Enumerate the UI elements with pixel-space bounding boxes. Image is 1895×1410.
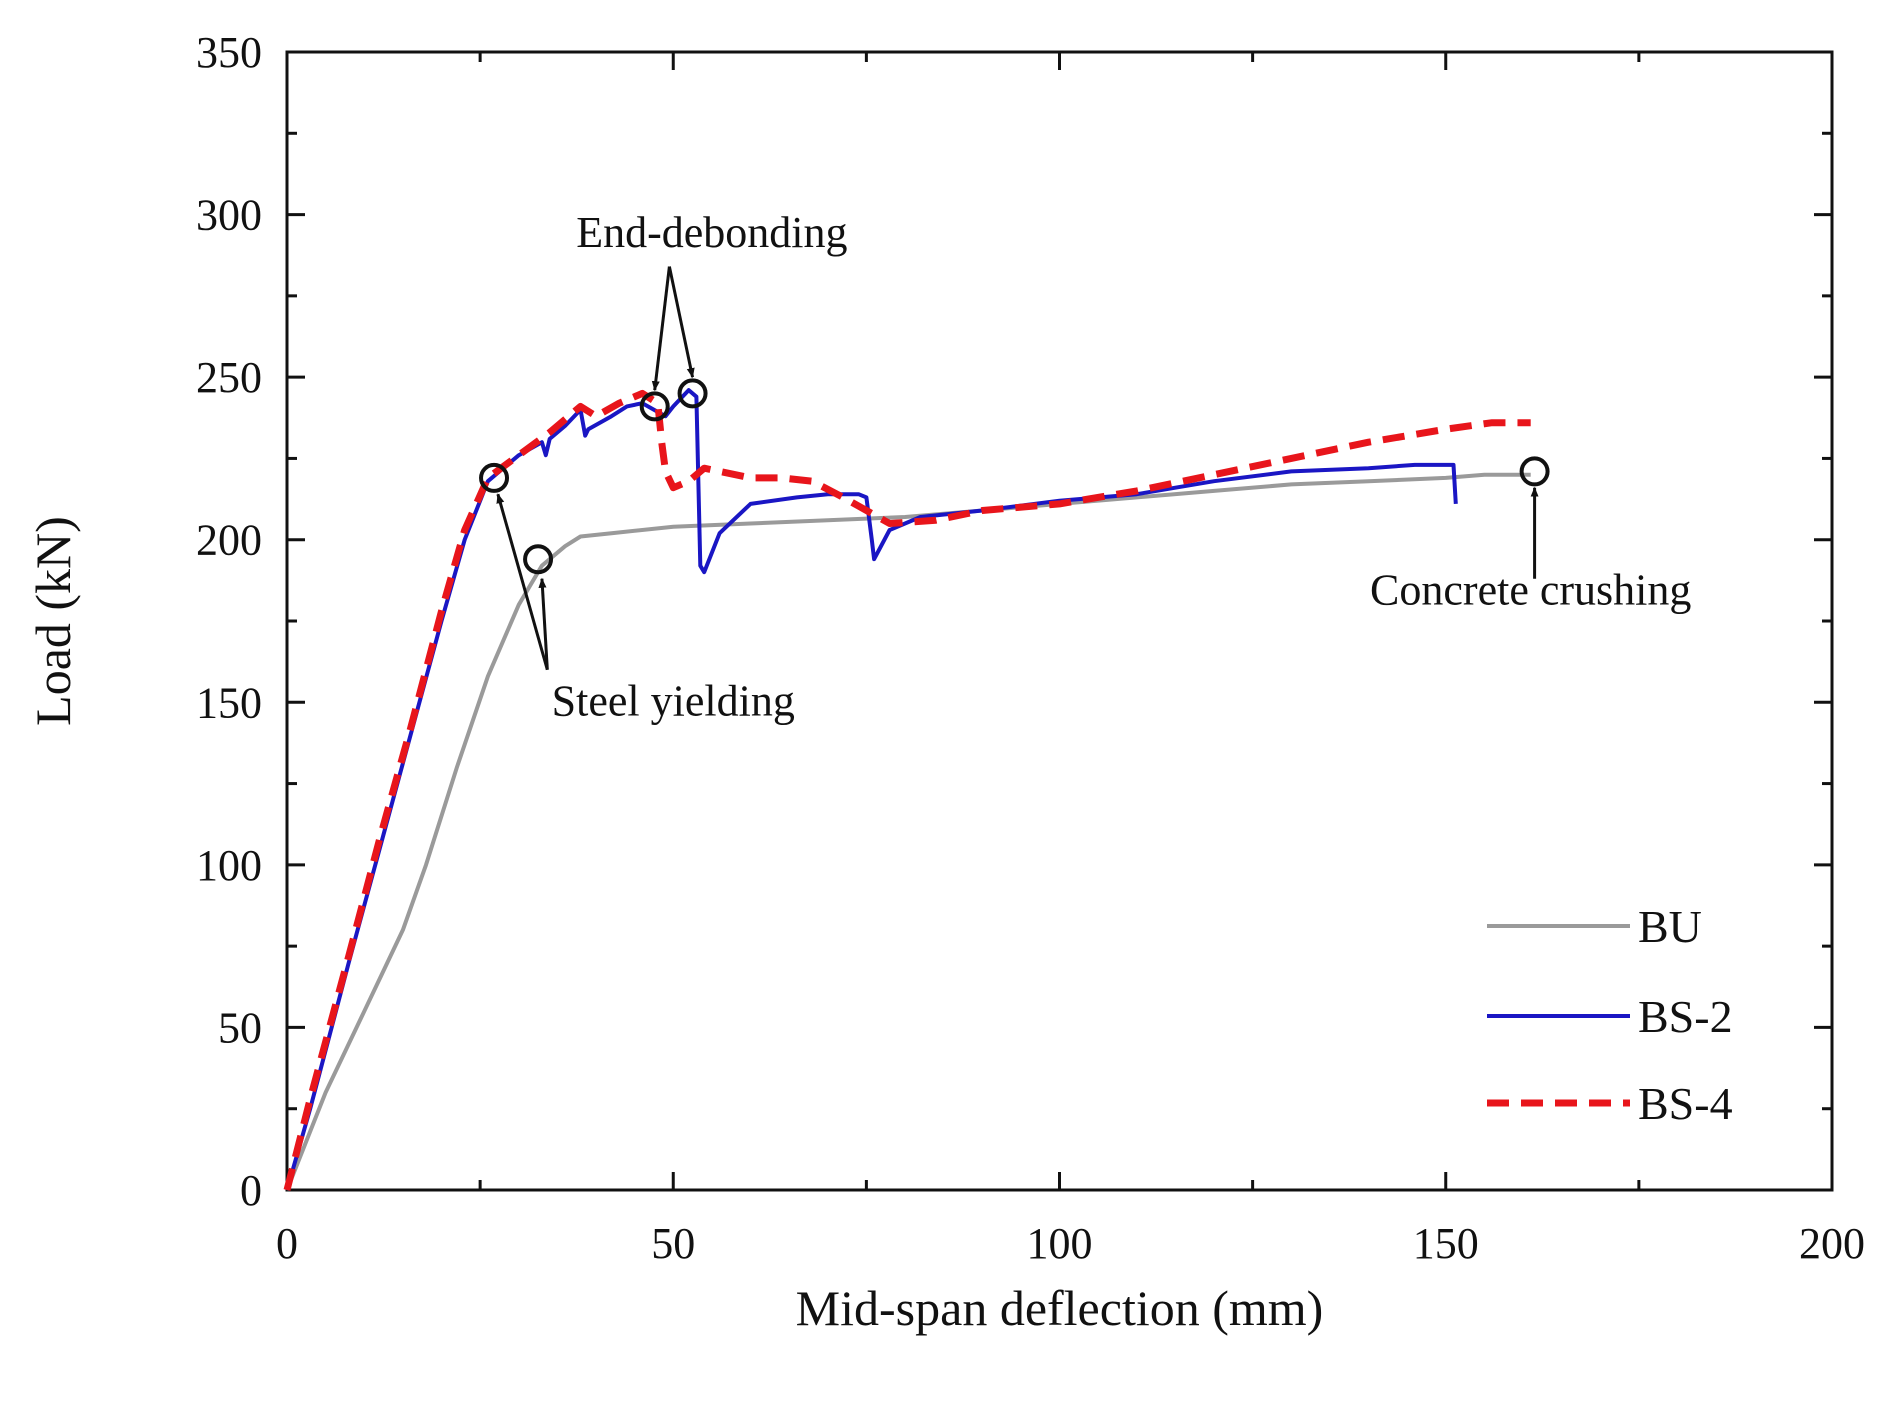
y-axis-title: Load (kN) [25,516,81,726]
x-tick-label: 150 [1413,1219,1479,1268]
y-tick-label: 200 [196,516,262,565]
y-tick-labels: 0 50 100 150 200 250 300 350 [196,28,262,1215]
annotation-label: Concrete crushing [1370,566,1691,615]
x-tick-label: 50 [651,1219,695,1268]
plot-frame [285,50,1834,1192]
legend-label-bu: BU [1638,901,1702,952]
event-marker [677,378,708,409]
series-line-bu [285,472,1531,1191]
annotation-arrows [496,266,1539,671]
annotation-arrow [496,493,549,671]
x-tick-labels: 0 50 100 150 200 [276,1219,1865,1268]
y-tick-label: 50 [218,1003,262,1052]
series-line-bs-4 [283,389,1531,1191]
x-tick-label: 200 [1799,1219,1865,1268]
series-lines [283,388,1531,1191]
event-marker [639,391,670,422]
legend-label-bs-2: BS-2 [1638,991,1733,1042]
y-tick-label: 0 [240,1166,262,1215]
y-tick-label: 100 [196,841,262,890]
x-tick-label: 0 [276,1219,298,1268]
annotation-labels: End-debonding Steel yielding Concrete crus… [552,208,1692,725]
y-tick-label: 150 [196,678,262,727]
y-tick-label: 300 [196,191,262,240]
event-marker [523,544,554,575]
annotation-arrow [667,266,695,379]
x-tick-label: 100 [1027,1219,1093,1268]
y-tick-label: 350 [196,28,262,77]
series-line-bs-2 [285,388,1458,1191]
event-marker [1519,456,1550,487]
annotation-arrow [538,577,549,670]
legend-label-bs-4: BS-4 [1638,1078,1733,1129]
y-tick-label: 250 [196,353,262,402]
event-markers [479,378,1550,575]
event-marker [479,462,510,493]
annotation-label: End-debonding [576,208,847,257]
axis-ticks [285,50,1834,1192]
x-axis-title: Mid-span deflection (mm) [796,1280,1324,1336]
annotation-label: Steel yielding [552,676,795,725]
legend: BU BS-2 BS-4 [1487,901,1733,1129]
annotation-arrow [651,266,671,392]
